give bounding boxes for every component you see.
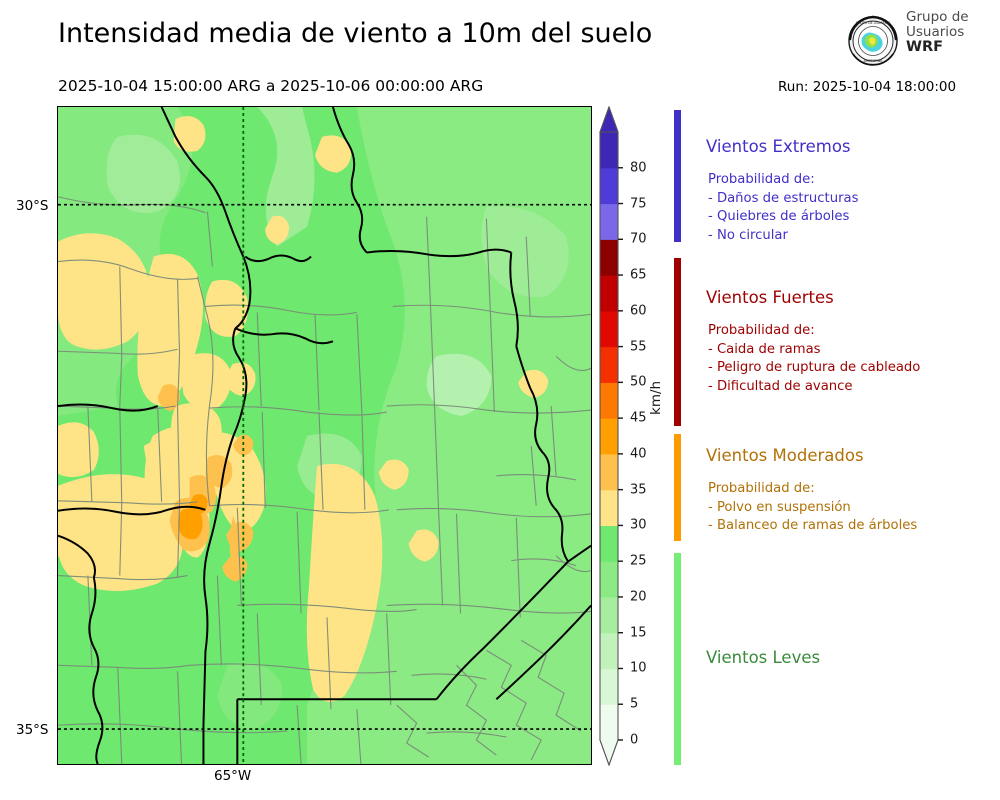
colorbar-band-14 bbox=[600, 203, 618, 240]
colorbar-tick-label-65: 65 bbox=[630, 267, 647, 283]
colorbar-tick-label-25: 25 bbox=[630, 553, 647, 569]
colorbar-outline bbox=[599, 106, 619, 766]
legend-line-fuertes-1: - Caida de ramas bbox=[708, 341, 821, 357]
lat-label-30s: 30°S bbox=[16, 198, 49, 214]
colorbar-band-12 bbox=[600, 275, 618, 312]
page-title: Intensidad media de viento a 10m del sue… bbox=[58, 18, 653, 49]
legend-body-moderados: Probabilidad de: - Polvo en suspensión - B… bbox=[708, 480, 917, 536]
legend-bar-moderados bbox=[674, 434, 681, 541]
legend-line-extremos-1: - Daños de estructuras bbox=[708, 190, 859, 206]
svg-text:GRUPO DE USUARIOS: GRUPO DE USUARIOS bbox=[856, 21, 891, 25]
legend-bar-extremos bbox=[674, 110, 681, 242]
colorbar-band-5 bbox=[600, 525, 618, 562]
colorbar-band-13 bbox=[600, 239, 618, 276]
legend-title-extremos: Vientos Extremos bbox=[706, 137, 851, 156]
colorbar-tick-label-50: 50 bbox=[630, 374, 647, 390]
colorbar-tick-label-70: 70 bbox=[630, 231, 647, 247]
legend-title-leves: Vientos Leves bbox=[706, 648, 821, 667]
legend-body-extremos: Probabilidad de: - Daños de estructuras - … bbox=[708, 171, 858, 245]
wrf-globe-emblem-icon: GRUPO DE USUARIOS ARGENTINA bbox=[846, 14, 900, 68]
colorbar-band-15 bbox=[600, 167, 618, 205]
colorbar-gradient bbox=[599, 106, 623, 766]
logo: GRUPO DE USUARIOS ARGENTINA Grupo de Usu… bbox=[846, 10, 992, 72]
colorbar-band-7 bbox=[600, 453, 618, 491]
wind-speed-map[interactable] bbox=[57, 106, 592, 765]
colorbar-tick-label-30: 30 bbox=[630, 517, 647, 533]
colorbar-tick-label-10: 10 bbox=[630, 660, 647, 676]
legend-title-moderados: Vientos Moderados bbox=[706, 446, 864, 465]
legend-line-extremos-0: Probabilidad de: bbox=[708, 172, 815, 187]
colorbar-band-4 bbox=[600, 561, 618, 598]
colorbar-band-1 bbox=[600, 668, 618, 705]
logo-line-1: Grupo de bbox=[906, 9, 969, 25]
legend-line-extremos-2: - Quiebres de árboles bbox=[708, 209, 850, 224]
map-canvas bbox=[58, 107, 591, 764]
colorbar-unit-label: km/h bbox=[648, 380, 664, 415]
legend-title-fuertes: Vientos Fuertes bbox=[706, 288, 834, 307]
colorbar-band-0 bbox=[600, 704, 618, 741]
colorbar-tick-label-55: 55 bbox=[630, 339, 647, 355]
colorbar-band-16 bbox=[600, 132, 618, 169]
logo-text: Grupo de Usuarios WRF bbox=[906, 10, 996, 55]
legend-line-moderados-0: Probabilidad de: bbox=[708, 481, 815, 496]
colorbar-tick-label-35: 35 bbox=[630, 482, 647, 498]
colorbar-band-6 bbox=[600, 489, 618, 527]
colorbar-extend-high bbox=[599, 106, 619, 133]
colorbar-tick-label-20: 20 bbox=[630, 589, 647, 605]
colorbar-tick-label-15: 15 bbox=[630, 625, 647, 641]
colorbar-extend-low bbox=[599, 739, 619, 766]
colorbar-tick-label-5: 5 bbox=[630, 696, 639, 712]
logo-line-2: Usuarios bbox=[906, 23, 965, 40]
colorbar-tick-label-45: 45 bbox=[630, 410, 647, 426]
colorbar-tick-label-0: 0 bbox=[630, 732, 639, 748]
colorbar-tick-label-80: 80 bbox=[630, 160, 647, 176]
valid-period-subtitle: 2025-10-04 15:00:00 ARG a 2025-10-06 00:… bbox=[58, 77, 484, 95]
legend-line-fuertes-0: Probabilidad de: bbox=[708, 323, 815, 338]
lon-label-65w: 65°W bbox=[214, 768, 252, 784]
colorbar[interactable]: 0 5 10 15 20 25 30 35 40 45 50 55 60 65 70 75 80 bbox=[598, 106, 647, 766]
colorbar-band-2 bbox=[600, 632, 618, 670]
colorbar-band-8 bbox=[600, 418, 618, 455]
legend-line-fuertes-2: - Peligro de ruptura de cableado bbox=[708, 360, 921, 375]
legend-body-fuertes: Probabilidad de: - Caida de ramas - Peligr… bbox=[708, 322, 920, 396]
legend-bar-fuertes bbox=[674, 258, 681, 426]
colorbar-tick-label-40: 40 bbox=[630, 446, 647, 462]
legend-bar-leves bbox=[674, 553, 681, 765]
colorbar-band-9 bbox=[600, 382, 618, 419]
legend-line-extremos-3: - No circular bbox=[708, 227, 788, 243]
legend-line-moderados-2: - Balanceo de ramas de árboles bbox=[708, 518, 918, 533]
colorbar-tick-label-75: 75 bbox=[630, 196, 647, 212]
legend-line-fuertes-3: - Dificultad de avance bbox=[708, 378, 853, 394]
svg-text:ARGENTINA: ARGENTINA bbox=[864, 59, 884, 63]
legend-line-moderados-1: - Polvo en suspensión bbox=[708, 499, 851, 515]
lat-label-35s: 35°S bbox=[16, 722, 49, 738]
colorbar-band-11 bbox=[600, 310, 618, 348]
colorbar-band-10 bbox=[600, 346, 618, 383]
logo-line-3: WRF bbox=[906, 39, 944, 55]
colorbar-tick-label-60: 60 bbox=[630, 303, 647, 319]
colorbar-band-3 bbox=[600, 596, 618, 634]
model-run-label: Run: 2025-10-04 18:00:00 bbox=[778, 79, 957, 95]
